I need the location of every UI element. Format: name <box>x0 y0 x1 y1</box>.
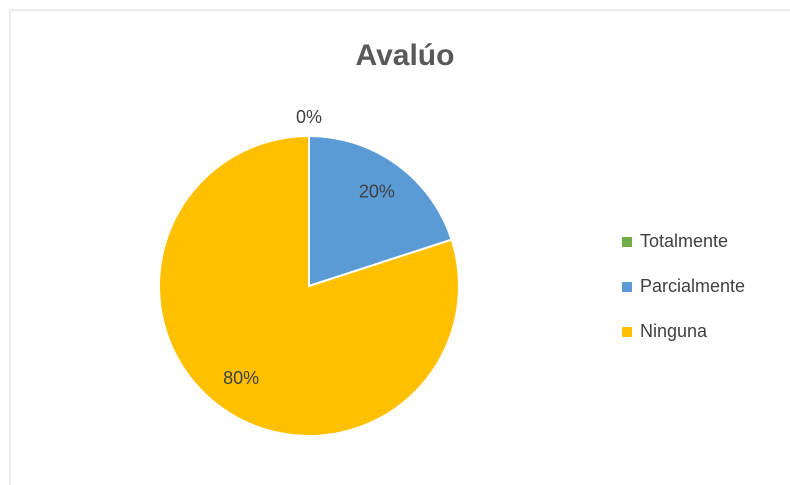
legend-swatch <box>622 237 632 247</box>
data-label: 0% <box>296 107 322 127</box>
legend-label: Totalmente <box>640 231 728 251</box>
data-label: 80% <box>223 368 259 388</box>
chart-title: Avalúo <box>356 39 455 72</box>
legend-label: Ninguna <box>640 321 708 341</box>
legend-swatch <box>622 282 632 292</box>
pie-slice <box>308 134 453 288</box>
legend-label: Parcialmente <box>640 276 745 296</box>
pie-slice <box>158 134 460 437</box>
data-label: 20% <box>359 181 395 201</box>
legend-swatch <box>622 327 632 337</box>
